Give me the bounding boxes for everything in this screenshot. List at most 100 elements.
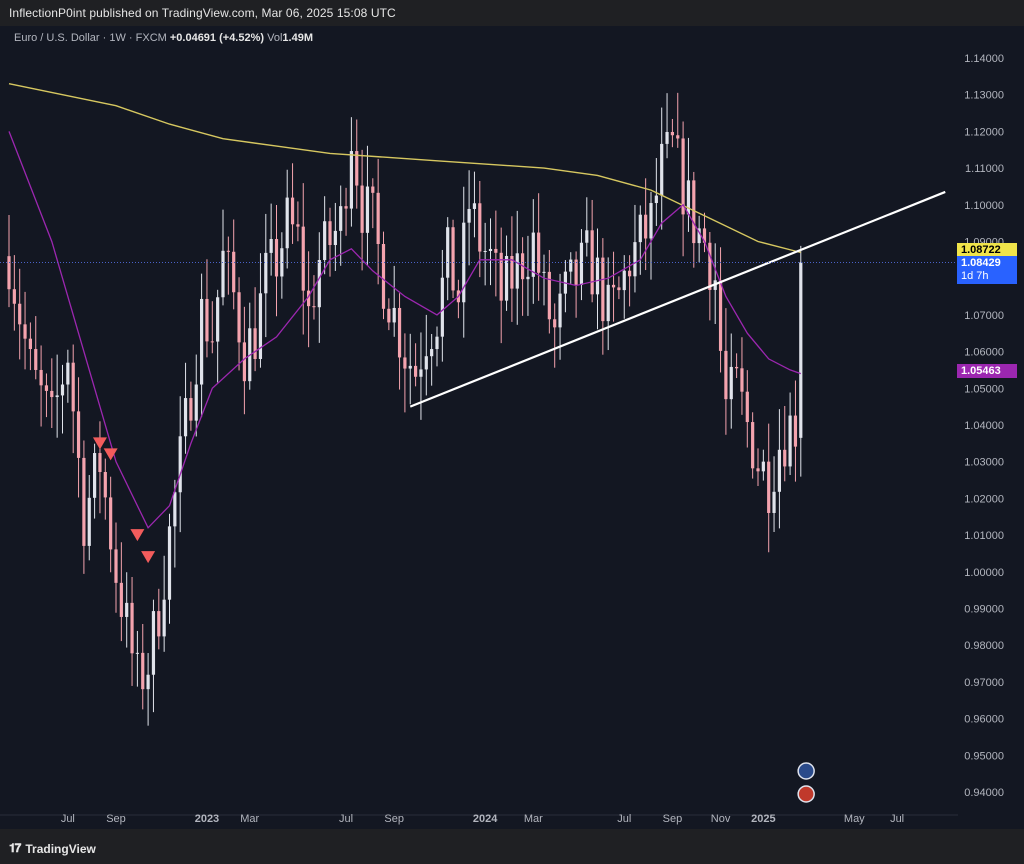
candle-body (23, 324, 27, 339)
publish-header: InflectionP0int published on TradingView… (0, 0, 1024, 26)
candle-body (419, 369, 423, 377)
candle-body (339, 206, 343, 231)
candle-body (76, 411, 81, 458)
candle-body (772, 491, 776, 513)
candle-body (381, 244, 386, 309)
badge-value: 1.08429 (961, 257, 1001, 270)
x-tick-label: Sep (663, 813, 683, 825)
candle-body (60, 384, 65, 396)
candle-body (360, 185, 364, 233)
candle-body (611, 284, 616, 288)
candle-body (579, 242, 584, 285)
candle-body (98, 453, 102, 472)
candle-body (403, 357, 407, 369)
candle-body (526, 276, 530, 280)
y-tick-label: 0.96000 (964, 714, 1004, 726)
candle-body (638, 214, 642, 243)
x-tick-label: 2025 (751, 813, 775, 825)
candle-body (435, 336, 439, 350)
candle-body (162, 599, 166, 637)
candle-body (617, 287, 621, 291)
candle-body (253, 328, 257, 359)
candle-body (269, 239, 273, 253)
candle-body (216, 297, 220, 342)
candle-body (93, 453, 97, 498)
candle-body (323, 221, 327, 261)
candle-body (531, 232, 535, 277)
y-tick-label: 1.00000 (964, 567, 1004, 579)
ma-long-line (8, 83, 801, 254)
candle-body (649, 203, 653, 239)
y-tick-label: 0.94000 (964, 787, 1004, 799)
volume-label: Vol (267, 32, 283, 44)
candle-body (397, 307, 402, 358)
candle-body (692, 180, 696, 244)
candle-body (499, 252, 503, 301)
candle-body (414, 365, 418, 377)
candle-body (87, 497, 91, 546)
candle-body (333, 230, 337, 246)
y-tick-label: 1.04000 (964, 420, 1004, 432)
candle-body (312, 306, 316, 308)
candle-body (264, 252, 268, 294)
candle-body (285, 197, 289, 249)
candle-body (344, 206, 348, 209)
badge-value: 1.05463 (961, 365, 1001, 378)
candle-body (697, 228, 701, 244)
candle-body (542, 271, 546, 273)
candle-body (574, 259, 578, 285)
x-tick-label: May (844, 813, 865, 825)
x-tick-label: 2024 (473, 813, 498, 825)
candle-body (408, 365, 412, 369)
y-tick-label: 1.02000 (964, 493, 1004, 505)
candle-body (205, 298, 209, 342)
y-tick-label: 1.14000 (964, 53, 1004, 65)
candlestick-chart[interactable]: 1.140001.130001.120001.110001.100001.090… (0, 26, 1024, 829)
candle-body (210, 341, 214, 343)
tradingview-logo-icon: 𝟏𝟕 (9, 841, 21, 855)
candle-body (135, 652, 139, 654)
candle-body (167, 526, 172, 600)
y-tick-label: 1.13000 (964, 90, 1004, 102)
candle-body (606, 284, 610, 322)
candle-body (173, 492, 177, 527)
candle-body (504, 255, 509, 301)
candle-body (462, 222, 466, 303)
candle-body (665, 131, 669, 144)
candle-body (788, 415, 792, 467)
candle-body (718, 280, 723, 351)
candle-body (387, 308, 391, 323)
price-axis-background (958, 26, 1024, 829)
candle-body (751, 422, 755, 469)
candle-body (151, 611, 156, 675)
candle-body (28, 338, 32, 350)
sell-signal-arrow-icon (141, 551, 156, 564)
candle-body (783, 449, 787, 467)
candle-body (777, 449, 781, 492)
tradingview-brand[interactable]: 𝟏𝟕 TradingView (9, 841, 96, 856)
candle-body (189, 398, 193, 421)
chart-background (0, 26, 1024, 829)
event-flag-eu-icon (797, 762, 815, 780)
x-tick-label: Mar (524, 813, 543, 825)
candle-body (488, 248, 493, 252)
candle-body (103, 471, 107, 498)
sell-signal-arrow-icon (130, 529, 145, 542)
badge-countdown: 1d 7h (961, 270, 989, 283)
sell-signal-arrow-icon (103, 448, 118, 461)
candle-body (633, 242, 637, 277)
chart-area[interactable]: 1.140001.130001.120001.110001.100001.090… (0, 26, 1024, 829)
y-tick-label: 1.07000 (964, 310, 1004, 322)
candle-body (355, 151, 359, 186)
x-tick-label: Nov (711, 813, 731, 825)
volume-value: 1.49M (282, 32, 313, 44)
candle-body (681, 138, 685, 215)
candle-body (237, 292, 241, 343)
symbol-name: Euro / U.S. Dollar · 1W · FXCM (14, 32, 167, 44)
symbol-legend: Euro / U.S. Dollar · 1W · FXCM +0.04691 … (14, 32, 313, 44)
candle-body (130, 602, 134, 654)
candle-body (686, 180, 691, 215)
candle-body (558, 293, 562, 328)
candle-body (467, 208, 471, 223)
candle-body (328, 221, 332, 246)
